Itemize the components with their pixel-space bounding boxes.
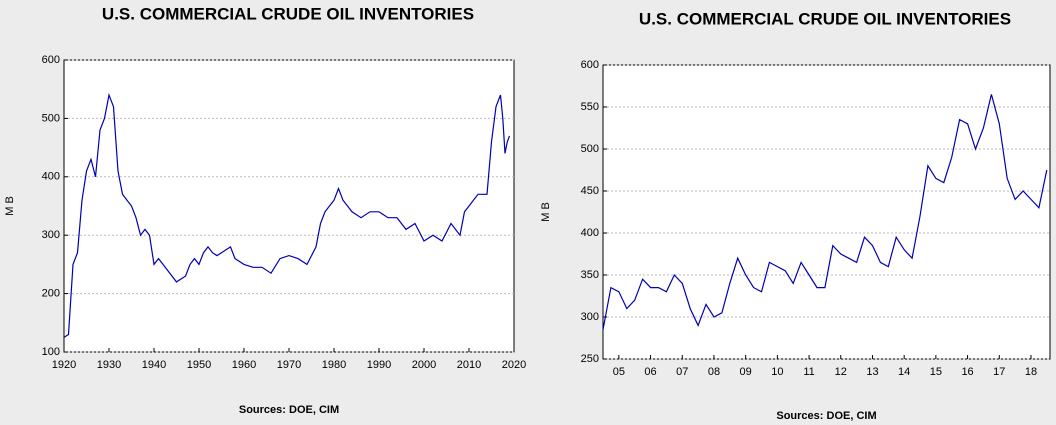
- source-note: Sources: DOE, CIM: [776, 410, 876, 422]
- plot-area: [63, 59, 515, 353]
- x-tick-label: 12: [835, 366, 847, 378]
- y-tick-label: 400: [581, 227, 599, 239]
- x-tick-label: 1920: [52, 359, 76, 371]
- x-tick-label: 15: [930, 366, 942, 378]
- x-tick-label: 1980: [322, 359, 346, 371]
- x-tick-label: 14: [898, 366, 910, 378]
- y-axis-label: M B: [4, 196, 16, 216]
- y-tick-label: 350: [581, 269, 599, 281]
- x-tick-label: 1950: [187, 359, 211, 371]
- x-tick-label: 06: [644, 366, 656, 378]
- x-tick-label: 18: [1025, 366, 1037, 378]
- x-tick-label: 08: [708, 366, 720, 378]
- source-note: Sources: DOE, CIM: [239, 404, 339, 416]
- x-tick-label: 2010: [457, 359, 481, 371]
- y-tick-label: 300: [581, 311, 599, 323]
- x-tick-label: 1990: [367, 359, 391, 371]
- y-tick-label: 600: [42, 54, 60, 66]
- data-line: [602, 94, 1048, 330]
- x-tick-label: 2000: [412, 359, 436, 371]
- y-tick-label: 450: [581, 185, 599, 197]
- x-tick-label: 2020: [502, 359, 526, 371]
- data-line: [63, 92, 511, 338]
- y-tick-label: 250: [581, 353, 599, 365]
- chart-title: U.S. COMMERCIAL CRUDE OIL INVENTORIES: [639, 9, 1011, 28]
- x-tick-label: 10: [771, 366, 783, 378]
- y-tick-label: 550: [581, 101, 599, 113]
- x-tick-label: 1970: [277, 359, 301, 371]
- y-tick-label: 100: [42, 346, 60, 358]
- x-tick-label: 07: [676, 366, 688, 378]
- y-tick-label: 200: [42, 288, 60, 300]
- x-tick-label: 16: [961, 366, 973, 378]
- x-tick-label: 1940: [142, 359, 166, 371]
- chart-title: U.S. COMMERCIAL CRUDE OIL INVENTORIES: [102, 4, 474, 23]
- y-tick-label: 600: [581, 59, 599, 71]
- y-tick-label: 400: [42, 171, 60, 183]
- y-tick-label: 300: [42, 229, 60, 241]
- x-tick-label: 17: [993, 366, 1005, 378]
- x-tick-label: 13: [866, 366, 878, 378]
- x-tick-label: 11: [803, 366, 814, 378]
- x-tick-label: 1930: [97, 359, 121, 371]
- y-tick-label: 500: [581, 143, 599, 155]
- y-tick-label: 500: [42, 112, 60, 124]
- x-tick-label: 1960: [232, 359, 256, 371]
- y-axis-label: M B: [540, 202, 552, 222]
- plot-area: [602, 64, 1051, 360]
- x-tick-label: 09: [740, 366, 752, 378]
- x-tick-label: 05: [613, 366, 625, 378]
